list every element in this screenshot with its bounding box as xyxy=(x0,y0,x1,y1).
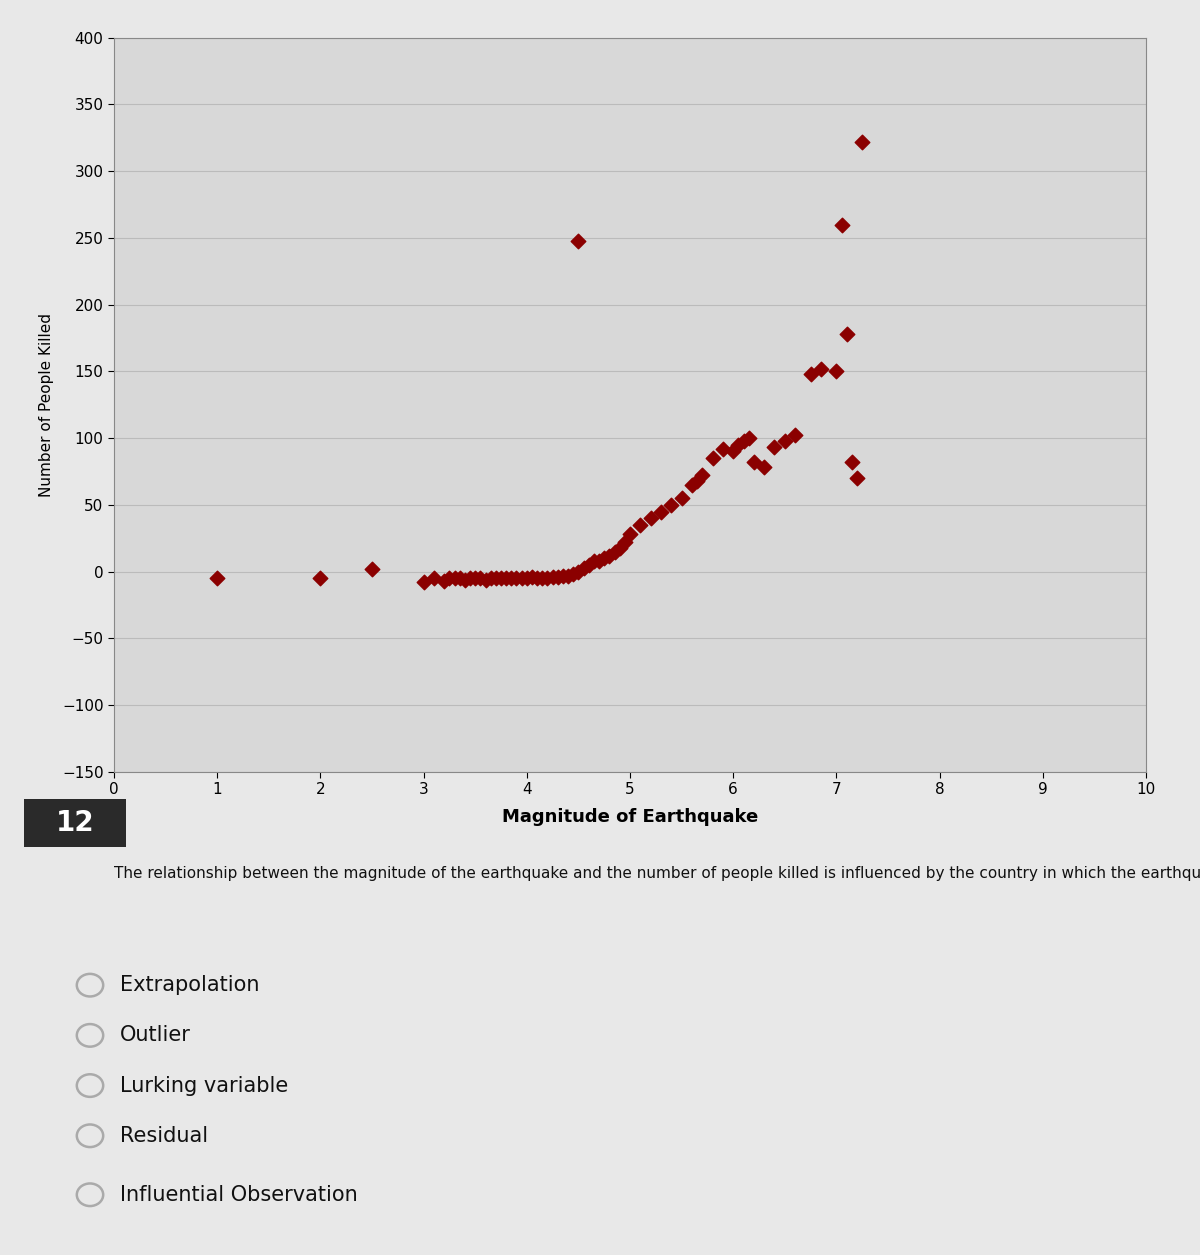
Point xyxy=(600,546,619,566)
Point xyxy=(786,425,805,446)
Point xyxy=(764,438,784,458)
Point xyxy=(688,471,707,491)
Point xyxy=(641,508,660,528)
Point xyxy=(481,569,500,589)
Point xyxy=(610,537,629,557)
Point xyxy=(544,567,563,587)
Point xyxy=(605,542,624,562)
Text: Influential Observation: Influential Observation xyxy=(120,1185,358,1205)
Point xyxy=(724,442,743,462)
Point xyxy=(631,515,650,535)
Point xyxy=(842,452,862,472)
Point xyxy=(440,569,460,589)
Point xyxy=(853,132,872,152)
Point xyxy=(569,561,588,581)
Point xyxy=(445,569,464,589)
Point xyxy=(683,474,702,494)
Point xyxy=(672,488,691,508)
Point xyxy=(425,569,444,589)
Point xyxy=(616,532,635,552)
Point xyxy=(506,569,526,589)
Point xyxy=(832,215,851,235)
Point xyxy=(661,494,680,515)
Point xyxy=(584,551,604,571)
Point xyxy=(470,569,490,589)
Point xyxy=(553,566,572,586)
Text: Lurking variable: Lurking variable xyxy=(120,1076,288,1096)
Point xyxy=(620,525,640,545)
Point xyxy=(466,569,485,589)
Text: Residual: Residual xyxy=(120,1126,208,1146)
Point xyxy=(548,567,568,587)
Text: The relationship between the magnitude of the earthquake and the number of peopl: The relationship between the magnitude o… xyxy=(114,866,1200,881)
X-axis label: Magnitude of Earthquake: Magnitude of Earthquake xyxy=(502,808,758,826)
Point xyxy=(734,430,754,451)
Point xyxy=(455,570,474,590)
Point xyxy=(574,557,593,577)
Point xyxy=(476,570,496,590)
Point xyxy=(528,569,547,589)
Point xyxy=(755,457,774,477)
Point xyxy=(589,551,608,571)
Point xyxy=(517,569,536,589)
Point xyxy=(512,569,532,589)
Point xyxy=(311,569,330,589)
Point xyxy=(492,569,511,589)
Point xyxy=(522,567,541,587)
Point xyxy=(811,359,830,379)
Point xyxy=(595,548,614,569)
Point xyxy=(538,569,557,589)
Point xyxy=(461,569,480,589)
Point xyxy=(558,566,577,586)
Point xyxy=(775,430,794,451)
Point xyxy=(434,571,454,591)
Point xyxy=(533,569,552,589)
Point xyxy=(728,434,748,454)
Text: 12: 12 xyxy=(55,809,95,837)
Point xyxy=(652,502,671,522)
Point xyxy=(414,572,433,592)
Point xyxy=(580,555,599,575)
Point xyxy=(827,361,846,382)
Point xyxy=(486,569,505,589)
Text: Extrapolation: Extrapolation xyxy=(120,975,259,995)
Point xyxy=(847,468,866,488)
Point xyxy=(450,569,469,589)
Point xyxy=(497,569,516,589)
Point xyxy=(744,452,763,472)
Text: Outlier: Outlier xyxy=(120,1025,191,1045)
Y-axis label: Number of People Killed: Number of People Killed xyxy=(38,312,54,497)
Point xyxy=(692,466,712,486)
Point xyxy=(569,231,588,251)
Point xyxy=(208,569,227,589)
Point xyxy=(713,439,732,459)
Point xyxy=(802,364,821,384)
Point xyxy=(362,558,382,579)
Point xyxy=(703,448,722,468)
Point xyxy=(739,428,758,448)
Point xyxy=(502,569,521,589)
Point xyxy=(564,565,583,585)
Point xyxy=(838,324,857,344)
